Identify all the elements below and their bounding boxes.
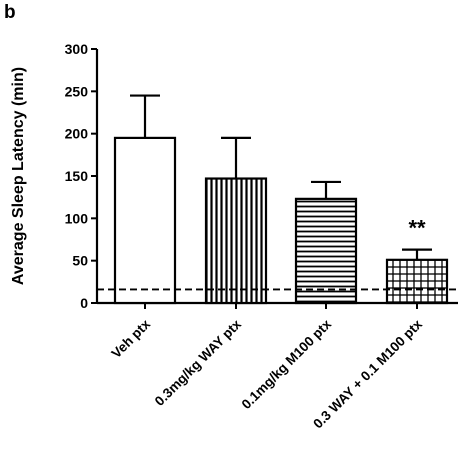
y-tick-label: 250	[65, 83, 89, 99]
category-label: 0.1mg/kg M100 ptx	[239, 316, 335, 412]
y-tick-label: 100	[65, 210, 89, 226]
y-tick-label: 300	[65, 41, 89, 57]
panel-label: b	[4, 2, 16, 23]
significance-annotation: **	[408, 216, 426, 241]
bar	[204, 177, 268, 305]
y-tick-label: 0	[80, 295, 88, 311]
category-label: Veh ptx	[109, 316, 154, 361]
bar	[294, 197, 358, 305]
y-tick-label: 150	[65, 168, 89, 184]
category-label: 0.3mg/kg WAY ptx	[152, 316, 245, 409]
y-tick-label: 50	[72, 253, 88, 269]
y-axis-title: Average Sleep Latency (min)	[10, 67, 27, 285]
y-tick-label: 200	[65, 126, 89, 142]
bar	[113, 136, 177, 305]
bar	[385, 258, 449, 305]
plot-area: 0 50 100 150 200 250 300 Average Sleep Latency …	[10, 41, 458, 431]
